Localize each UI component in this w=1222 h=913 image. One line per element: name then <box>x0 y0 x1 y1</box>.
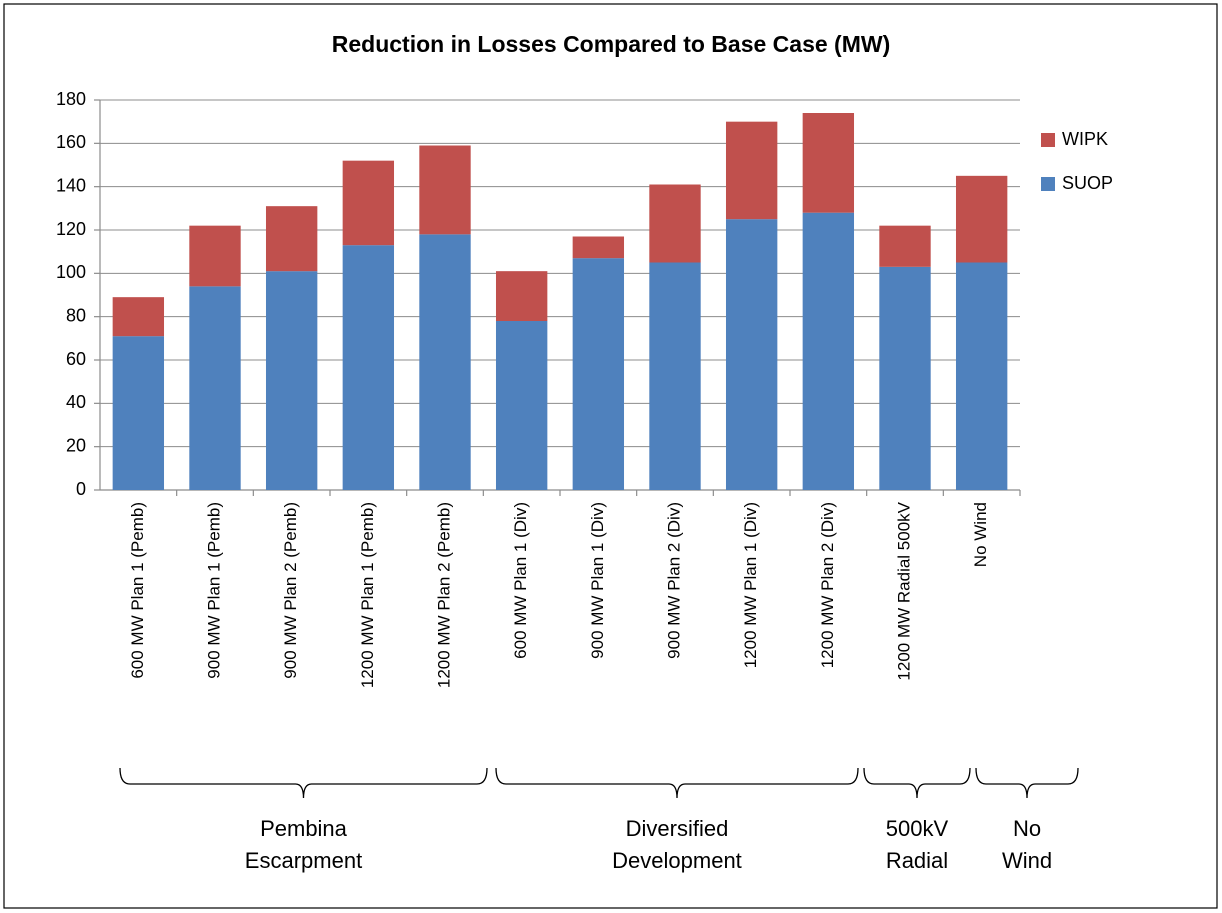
bar-segment <box>649 262 701 490</box>
y-tick-label: 80 <box>66 305 86 325</box>
bar-segment <box>802 113 855 213</box>
y-tick-label: 160 <box>56 132 86 152</box>
chart-border <box>3 3 1218 909</box>
x-tick-label: 900 MW Plan 2 (Div) <box>664 502 683 659</box>
bar-segment <box>802 212 855 490</box>
bar-segment <box>495 271 548 321</box>
y-tick-label: 140 <box>56 175 86 195</box>
x-tick-label: 900 MW Plan 1 (Div) <box>588 502 607 659</box>
group-label: Wind <box>1002 848 1052 873</box>
group-label: Pembina <box>260 816 348 841</box>
group-bracket <box>495 767 859 799</box>
bar-segment <box>189 225 241 287</box>
bar-segment <box>265 206 318 272</box>
x-tick-label: No Wind <box>971 502 990 567</box>
group-label: No <box>1013 816 1041 841</box>
x-tick-label: 900 MW Plan 2 (Pemb) <box>281 502 300 679</box>
bar-segment <box>112 336 165 490</box>
group-label: Escarpment <box>245 848 362 873</box>
group-bracket <box>975 767 1079 799</box>
group-bracket <box>119 767 488 799</box>
legend-label: WIPK <box>1062 129 1108 149</box>
x-tick-label: 1200 MW Plan 1 (Div) <box>741 502 760 668</box>
bar-segment <box>725 219 778 490</box>
bar-segment <box>879 266 931 490</box>
bar-segment <box>649 184 701 263</box>
group-label: Development <box>612 848 742 873</box>
x-tick-label: 1200 MW Plan 2 (Div) <box>818 502 837 668</box>
x-tick-label: 1200 MW Plan 2 (Pemb) <box>434 502 453 688</box>
bar-segment <box>419 145 471 235</box>
x-tick-label: 1200 MW Radial 500kV <box>894 501 913 680</box>
bar-segment <box>112 297 165 337</box>
x-tick-label: 600 MW Plan 1 (Div) <box>511 502 530 659</box>
bar-segment <box>572 236 625 259</box>
group-label: Radial <box>886 848 948 873</box>
bar-segment <box>495 321 548 490</box>
y-tick-label: 20 <box>66 435 86 455</box>
x-tick-label: 900 MW Plan 1 (Pemb) <box>204 502 223 679</box>
bar-segment <box>879 225 931 267</box>
bar-segment <box>955 262 1008 490</box>
x-tick-label: 1200 MW Plan 1 (Pemb) <box>358 502 377 688</box>
legend-swatch <box>1041 133 1055 147</box>
y-tick-label: 100 <box>56 262 86 282</box>
group-bracket <box>863 767 971 799</box>
bar-segment <box>572 258 625 490</box>
y-tick-label: 180 <box>56 89 86 109</box>
legend-swatch <box>1041 177 1055 191</box>
group-label: 500kV <box>886 816 949 841</box>
bar-segment <box>419 234 471 490</box>
bar-segment <box>955 175 1008 263</box>
y-tick-label: 120 <box>56 219 86 239</box>
legend-label: SUOP <box>1062 173 1113 193</box>
bar-segment <box>342 160 395 246</box>
y-tick-label: 40 <box>66 392 86 412</box>
y-tick-label: 60 <box>66 349 86 369</box>
chart-title: Reduction in Losses Compared to Base Cas… <box>332 31 890 57</box>
bar-segment <box>265 271 318 490</box>
group-label: Diversified <box>626 816 729 841</box>
y-tick-label: 0 <box>76 479 86 499</box>
x-tick-label: 600 MW Plan 1 (Pemb) <box>128 502 147 679</box>
bar-segment <box>725 121 778 220</box>
bar-segment <box>189 286 241 490</box>
bar-segment <box>342 245 395 490</box>
